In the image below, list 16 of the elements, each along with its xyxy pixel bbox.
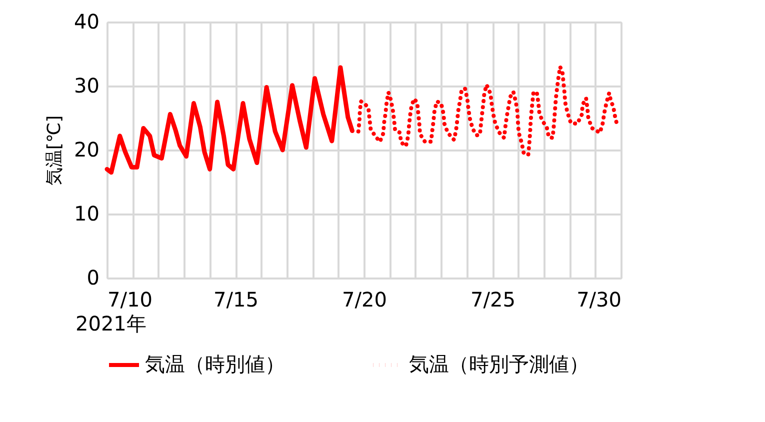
y-tick-label: 20 [74, 138, 100, 162]
line-series [104, 65, 354, 175]
legend-label: 気温（時別予測値） [409, 352, 589, 376]
x-tick-label: 7/30 [576, 288, 622, 312]
y-tick-label: 40 [74, 10, 100, 34]
legend-label: 気温（時別値） [145, 352, 285, 376]
x-tick-label: 7/20 [342, 288, 387, 312]
x-tick-label: 7/10 [108, 288, 152, 312]
y-tick-label: 0 [86, 266, 100, 290]
x-tick-label: 7/25 [470, 288, 516, 312]
x-axis-title: 2021年 [76, 312, 146, 336]
y-axis-title: 気温[℃] [44, 115, 66, 186]
line-series [356, 64, 620, 158]
y-tick-label: 10 [74, 202, 100, 226]
y-tick-label: 30 [74, 74, 100, 98]
x-tick-label: 7/15 [214, 288, 258, 312]
